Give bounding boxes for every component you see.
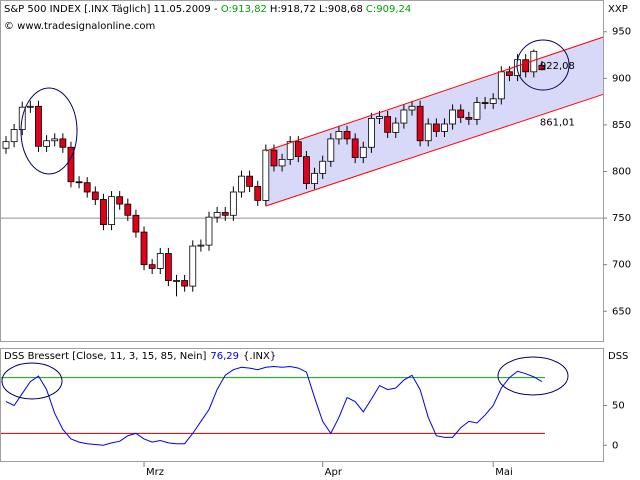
candle-body (91, 191, 99, 200)
y-tick-label: 800 (612, 167, 631, 178)
candle-body (213, 212, 221, 218)
candle-body (392, 122, 400, 133)
candle-body (26, 105, 34, 108)
candle-body (424, 123, 432, 142)
open: O:913,82 (221, 4, 267, 15)
candle-body (140, 231, 148, 266)
candle-body (148, 264, 156, 269)
candle-body (108, 196, 115, 226)
candle-body (132, 214, 140, 233)
watermark: © www.tradesignalonline.com (4, 21, 155, 32)
y-tick-label: 850 (612, 120, 631, 131)
candle-body (262, 149, 270, 201)
candle-body (197, 244, 205, 247)
candle-body (59, 138, 67, 148)
candle-body (481, 102, 489, 104)
indicator-symbol: {.INX} (243, 351, 276, 362)
candle-body (286, 141, 294, 160)
highlight-ellipse (497, 356, 569, 396)
x-tick-label: Apr (325, 467, 343, 478)
indicator-value: 76,29 (210, 351, 239, 362)
candle-body (489, 98, 497, 104)
candle-body (254, 186, 262, 201)
candle-body (319, 160, 327, 174)
dss-line (5, 366, 543, 446)
y-tick-label: 50 (612, 401, 625, 412)
indicator-title: DSS Bressert [Close, 11, 3, 15, 85, Nein… (4, 351, 206, 362)
candle-body (457, 109, 465, 118)
highlight-ellipse (1, 362, 63, 400)
y-tick-label: 950 (612, 27, 631, 38)
candle-body (83, 182, 91, 193)
candle-body (181, 280, 189, 287)
channel-line (265, 93, 604, 207)
candle-body (2, 141, 10, 149)
candle-body (124, 203, 132, 216)
x-tick-label: Mrz (146, 467, 164, 478)
close: C:909,24 (366, 4, 411, 15)
candle-body (173, 280, 180, 282)
candle-body (294, 141, 302, 157)
candle-body (408, 105, 416, 111)
candle-body (100, 199, 107, 226)
candle-body (449, 109, 457, 125)
candle-body (67, 146, 75, 183)
candle-body (246, 175, 254, 187)
x-tick-label: Mai (495, 467, 513, 478)
candle-body (506, 71, 513, 76)
candle-body (116, 196, 124, 205)
candle-body (522, 59, 530, 73)
y-tick-label: 650 (612, 306, 631, 317)
channel-label: 861,01 (540, 118, 575, 129)
candle-body (367, 117, 375, 148)
candle-body (43, 140, 50, 147)
indicator-header: DSS Bressert [Close, 11, 3, 15, 85, Nein… (4, 351, 276, 362)
candle-body (303, 156, 310, 185)
instrument: S&P 500 INDEX [.INX Täglich] 11.05.2009 … (4, 4, 218, 15)
candle-body (432, 123, 440, 132)
header: S&P 500 INDEX [.INX Täglich] 11.05.2009 … (4, 4, 411, 15)
highlight-ellipse (20, 87, 78, 175)
candle-body (327, 138, 335, 162)
candle-body (359, 146, 367, 158)
candle-body (497, 71, 505, 100)
y-tick-label: 900 (612, 73, 631, 84)
candle-body (343, 131, 351, 140)
y-tick-label: 0 (612, 440, 618, 451)
candle-body (189, 245, 197, 287)
candle-body (311, 172, 318, 185)
candle-body (400, 109, 408, 124)
candle-body (156, 253, 164, 269)
candle-body (205, 216, 213, 246)
y-tick-label: 700 (612, 260, 631, 271)
candle-body (384, 116, 392, 133)
candle-body (35, 105, 42, 147)
indicator-axis-label: DSS (608, 351, 628, 362)
candle-body (164, 253, 172, 281)
candle-body (10, 129, 18, 143)
channel-line (265, 36, 604, 152)
candle-body (229, 191, 237, 216)
candle-body (270, 149, 278, 167)
candle-body (351, 138, 359, 158)
channel-label: 922,08 (540, 61, 575, 72)
candle-body (278, 158, 286, 167)
candle-body (51, 138, 59, 142)
candle-body (376, 116, 383, 119)
candle-body (473, 102, 481, 120)
candle-body (221, 212, 229, 216)
y-tick-label: 750 (612, 213, 631, 224)
candle-body (75, 181, 83, 184)
channel-fill (265, 37, 603, 206)
candle-body (416, 105, 424, 142)
candle-body (465, 117, 473, 120)
candle-body (441, 123, 448, 132)
candle-body (335, 131, 343, 140)
candle-body (238, 175, 245, 193)
high-low: H:918,72 L:908,68 (270, 4, 363, 15)
highlight-ellipse (516, 39, 570, 91)
candle-body (538, 65, 546, 71)
price-axis-label: XXP (608, 4, 628, 15)
